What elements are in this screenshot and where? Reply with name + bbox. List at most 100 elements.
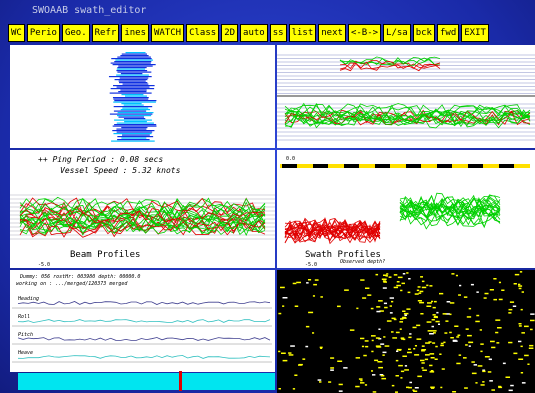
sidescan-pixel	[383, 287, 387, 289]
sidescan-pixel	[484, 297, 487, 299]
sidescan-pixel	[497, 327, 502, 329]
sidescan-pixel	[513, 306, 516, 308]
sidescan-pixel	[416, 325, 420, 327]
ping-bar	[113, 102, 156, 103]
ping-bar	[111, 63, 151, 64]
ping-bar	[121, 109, 150, 110]
sidescan-pixel	[491, 347, 495, 349]
sidescan-pixel	[293, 283, 297, 285]
sidescan-pixel	[419, 292, 422, 294]
ping-bar	[118, 117, 144, 118]
sidescan-pixel	[294, 375, 297, 377]
sidescan-pixel	[343, 367, 347, 369]
sidescan-pixel	[371, 370, 373, 372]
ping-bar	[111, 88, 154, 89]
sidescan-pixel	[288, 352, 291, 354]
ping-bar	[111, 58, 151, 59]
ping-period: ++ Ping Period : 0.08 secs	[38, 155, 163, 164]
sidescan-pixel	[527, 364, 529, 366]
ping-bar	[115, 60, 153, 61]
sidescan-pixel	[422, 367, 424, 369]
ping-bar	[122, 54, 147, 55]
sidescan-pixel	[425, 354, 430, 356]
ping-bar	[122, 135, 150, 136]
sidescan-pixel	[396, 375, 399, 377]
sidescan-pixel	[399, 321, 403, 323]
sidescan-pixel	[295, 306, 299, 308]
sidescan-pixel	[413, 327, 417, 329]
sidescan-pixel	[432, 326, 434, 328]
trace-label: Pitch	[18, 332, 33, 338]
sidescan-pixel	[456, 275, 458, 277]
sidescan-pixel	[376, 274, 379, 276]
ping-bar	[117, 57, 151, 58]
ping-bar	[109, 76, 152, 77]
sidescan-pixel	[305, 346, 308, 348]
sidescan-pixel	[429, 365, 432, 367]
sidescan-pixel	[417, 376, 422, 378]
sidescan-pixel	[495, 319, 500, 321]
sidescan-pixel	[402, 317, 407, 319]
ping-bar	[113, 99, 148, 100]
sidescan-pixel	[499, 282, 501, 284]
ping-bar	[117, 115, 151, 116]
sidescan-pixel	[402, 283, 405, 285]
ping-bar	[124, 105, 144, 106]
ping-bar	[114, 124, 156, 125]
sidescan-pixel	[475, 382, 477, 384]
sidescan-pixel	[362, 346, 364, 348]
sidescan-pixel	[344, 289, 349, 291]
ping-bar	[113, 133, 151, 134]
ping-bar	[123, 84, 149, 85]
sidescan-pixel	[376, 311, 380, 313]
sidescan-pixel	[360, 380, 362, 382]
sidescan-pixel	[420, 360, 424, 362]
sidescan-pixel	[434, 316, 438, 318]
sidescan-pixel	[378, 329, 380, 331]
sidescan-pixel	[432, 342, 435, 344]
ping-bar	[121, 103, 141, 104]
sidescan-pixel	[520, 271, 522, 273]
sidescan-pixel	[467, 335, 472, 337]
sidescan-pixel	[408, 349, 411, 351]
sidescan-pixel	[391, 301, 393, 303]
sidescan-pixel	[496, 342, 499, 344]
sidescan-pixel	[456, 336, 459, 338]
sidescan-pixel	[498, 387, 502, 389]
sidescan-pixel	[519, 288, 522, 290]
sidescan-pixel	[482, 381, 484, 383]
sidescan-pixel	[434, 301, 437, 303]
sidescan-pixel	[397, 281, 400, 283]
sidescan-pixel	[485, 356, 490, 358]
sidescan-pixel	[435, 359, 438, 361]
ruler-segment	[406, 164, 421, 168]
sidescan-pixel	[382, 354, 384, 356]
sidescan-pixel	[420, 276, 423, 278]
ping-bar	[116, 75, 149, 76]
sidescan-pixel	[400, 377, 402, 379]
sidescan-pixel	[419, 302, 424, 304]
sidescan-pixel	[328, 381, 331, 383]
sidescan-pixel	[530, 320, 535, 322]
sidescan-pixel	[480, 351, 482, 353]
sidescan-pixel	[425, 359, 428, 361]
sidescan-pixel	[518, 285, 522, 287]
sidescan-pixel	[337, 361, 342, 363]
sidescan-pixel	[488, 371, 492, 373]
ping-bar	[117, 72, 151, 73]
sidescan-pixel	[530, 313, 534, 315]
sidescan-pixel	[509, 390, 513, 392]
sidescan-pixel	[278, 313, 281, 315]
sidescan-pixel	[398, 277, 403, 279]
sidescan-pixel	[524, 326, 529, 328]
sidescan-pixel	[400, 328, 402, 330]
sidescan-pixel	[480, 343, 483, 345]
sidescan-pixel	[432, 330, 437, 332]
sidescan-pixel	[372, 340, 374, 342]
sidescan-pixel	[467, 316, 471, 318]
sidescan-pixel	[417, 338, 422, 340]
sidescan-pixel	[371, 335, 376, 337]
sidescan-pixel	[403, 273, 406, 275]
ping-bar	[120, 90, 146, 91]
sidescan-pixel	[281, 353, 286, 355]
